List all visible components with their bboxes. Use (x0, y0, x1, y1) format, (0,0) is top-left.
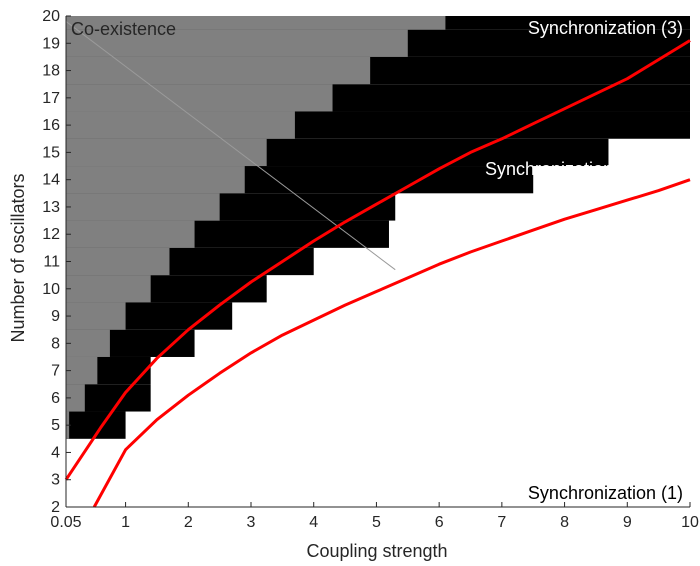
y-tick-label: 2 (51, 499, 60, 516)
x-tick-label: 2 (184, 514, 193, 531)
boundary-curve-1 (64, 39, 691, 481)
coexistence-region-cell (66, 302, 126, 330)
x-tick-label: 5 (372, 514, 381, 531)
y-tick-label: 6 (51, 390, 60, 407)
x-tick-label: 10 (681, 514, 699, 531)
y-tick-label: 12 (42, 226, 60, 243)
x-tick-label: 0.05 (50, 514, 81, 531)
coexistence-region-cell (66, 220, 195, 248)
coexistence-region-cell (66, 16, 446, 30)
y-tick-label: 15 (42, 144, 60, 161)
y-tick-label: 3 (51, 472, 60, 489)
x-tick-label: 8 (560, 514, 569, 531)
y-axis-ticks: 2 3 4 5 6 7 8 9 10 11 12 13 14 15 16 17 18 19 20 (42, 8, 71, 516)
coexistence-label: Co-existence (71, 19, 176, 39)
y-tick-label: 9 (51, 308, 60, 325)
coexistence-region-cell (66, 111, 295, 139)
x-tick-label: 9 (623, 514, 632, 531)
y-tick-label: 13 (42, 199, 60, 216)
x-tick-label: 7 (497, 514, 506, 531)
separator-line (65, 21, 396, 271)
y-tick-label: 18 (42, 63, 60, 80)
coexistence-region-cell (66, 356, 98, 385)
x-tick-label: 3 (247, 514, 256, 531)
coexistence-region-cell (66, 247, 170, 276)
y-tick-label: 19 (42, 35, 60, 52)
x-tick-label: 1 (121, 514, 130, 531)
coexistence-region-cell (66, 329, 110, 357)
coexistence-region-cell (66, 29, 408, 57)
coexistence-region-cell (66, 193, 220, 221)
x-tick-label: 6 (435, 514, 444, 531)
coexistence-region-cell (66, 166, 245, 194)
y-tick-label: 5 (51, 417, 60, 434)
plot-area (64, 16, 691, 508)
y-tick-label: 7 (51, 363, 60, 380)
coexistence-region-cell (66, 138, 267, 167)
coexistence-region-cell (66, 56, 371, 85)
x-tick-label: 4 (309, 514, 318, 531)
y-tick-label: 14 (42, 172, 60, 189)
x-axis-label: Coupling strength (306, 541, 447, 561)
y-tick-label: 4 (51, 444, 60, 461)
x-axis-ticks: 0.05 1 2 3 4 5 6 7 8 9 10 (50, 502, 699, 531)
y-tick-label: 17 (42, 90, 60, 107)
synchronization-2-label: Synchronization (2) (485, 159, 640, 179)
y-axis-label: Number of oscillators (8, 173, 28, 342)
y-tick-label: 16 (42, 117, 60, 134)
y-tick-label: 11 (43, 254, 60, 271)
coexistence-region-cell (66, 275, 151, 303)
y-tick-label: 8 (51, 335, 60, 352)
synchronization-3-label: Synchronization (3) (528, 18, 683, 38)
synchronization-1-label: Synchronization (1) (528, 483, 683, 503)
coexistence-region-cell (66, 384, 85, 412)
y-tick-label: 10 (42, 281, 60, 298)
y-tick-label: 20 (42, 8, 60, 25)
coexistence-region-cell (66, 84, 333, 112)
boundary-curve-2 (92, 178, 691, 508)
